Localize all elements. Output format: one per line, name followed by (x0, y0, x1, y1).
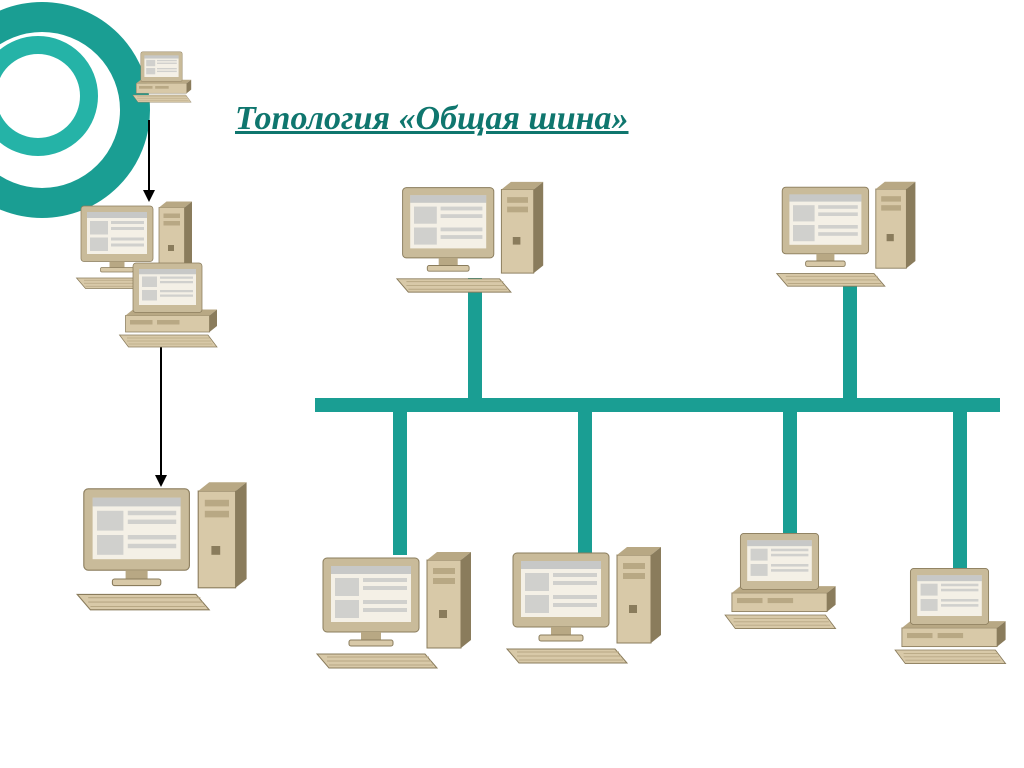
pc-bot-2 (505, 545, 665, 670)
computer-icon (75, 480, 251, 612)
pc-bot-3 (720, 530, 848, 636)
bus-drop (393, 405, 407, 555)
bus-main (315, 398, 1000, 412)
computer-icon (775, 180, 919, 288)
bus-drop (783, 405, 797, 545)
computer-icon (720, 530, 848, 632)
pc-left-low (115, 260, 228, 354)
slide-title: Топология «Общая шина» (235, 100, 629, 138)
pc-left-big (75, 480, 251, 618)
pc-bot-4 (890, 565, 1018, 671)
bus-drop (843, 278, 857, 405)
pc-small-top (130, 50, 198, 106)
computer-icon (130, 50, 198, 104)
computer-icon (315, 550, 475, 670)
computer-icon (505, 545, 665, 665)
pc-top-2 (775, 180, 919, 293)
bus-drop (953, 405, 967, 575)
computer-icon (395, 180, 547, 294)
pc-bot-1 (315, 550, 475, 675)
computer-icon (890, 565, 1018, 667)
pc-top-1 (395, 180, 547, 299)
computer-icon (115, 260, 228, 350)
slide-root: Топология «Общая шина» (0, 0, 1024, 768)
bus-drop (578, 405, 592, 555)
